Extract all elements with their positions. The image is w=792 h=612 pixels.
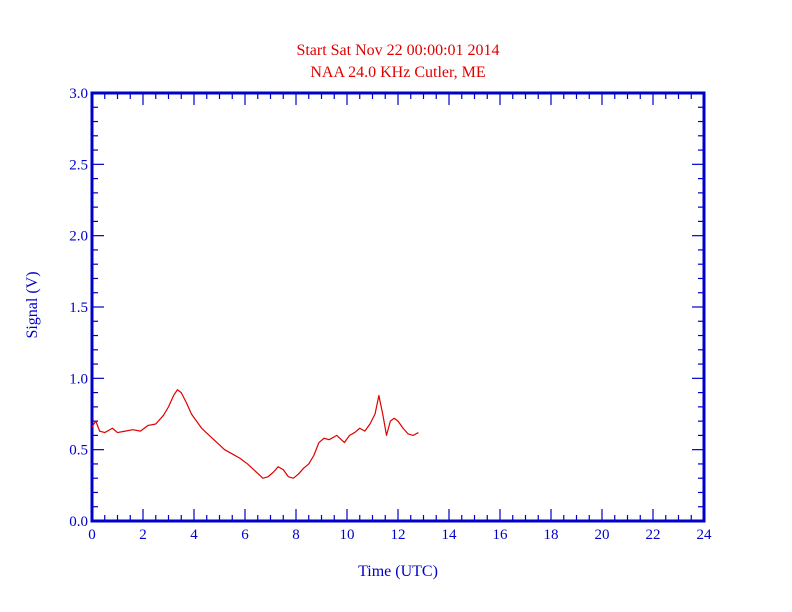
x-tick-label: 0 (88, 527, 96, 543)
y-axis-label: Signal (V) (24, 271, 41, 338)
x-tick-label: 4 (190, 527, 198, 543)
x-tick-label: 12 (391, 527, 406, 543)
y-tick-label: 0.5 (69, 443, 88, 459)
x-axis-tick-labels: 0 2 4 6 8 10 12 14 16 18 20 22 24 (88, 527, 712, 543)
x-tick-label: 24 (697, 527, 713, 543)
x-tick-label: 14 (442, 527, 458, 543)
y-tick-label: 1.5 (69, 300, 88, 316)
x-tick-label: 6 (241, 527, 249, 543)
signal-series-line (91, 389, 419, 479)
plot-frame (90, 91, 706, 523)
x-tick-label: 22 (646, 527, 661, 543)
y-axis-ticks (92, 92, 704, 522)
chart-title: Start Sat Nov 22 00:00:01 2014 (296, 42, 499, 59)
x-tick-label: 18 (544, 527, 559, 543)
x-tick-label: 8 (292, 527, 300, 543)
y-tick-label: 0.0 (69, 514, 88, 530)
y-tick-label: 2.5 (69, 157, 88, 173)
chart-subtitle: NAA 24.0 KHz Cutler, ME (310, 64, 485, 81)
series-layer (91, 389, 419, 479)
y-tick-label: 1.0 (69, 371, 88, 387)
y-tick-label: 3.0 (69, 86, 88, 102)
x-tick-label: 20 (595, 527, 610, 543)
y-tick-label: 2.0 (69, 229, 88, 245)
y-axis-tick-labels: 0.0 0.5 1.0 1.5 2.0 2.5 3.0 (69, 86, 88, 530)
x-axis-ticks (91, 93, 705, 521)
x-tick-label: 16 (493, 527, 509, 543)
x-tick-label: 10 (340, 527, 355, 543)
x-axis-label: Time (UTC) (358, 563, 438, 580)
x-tick-label: 2 (139, 527, 147, 543)
